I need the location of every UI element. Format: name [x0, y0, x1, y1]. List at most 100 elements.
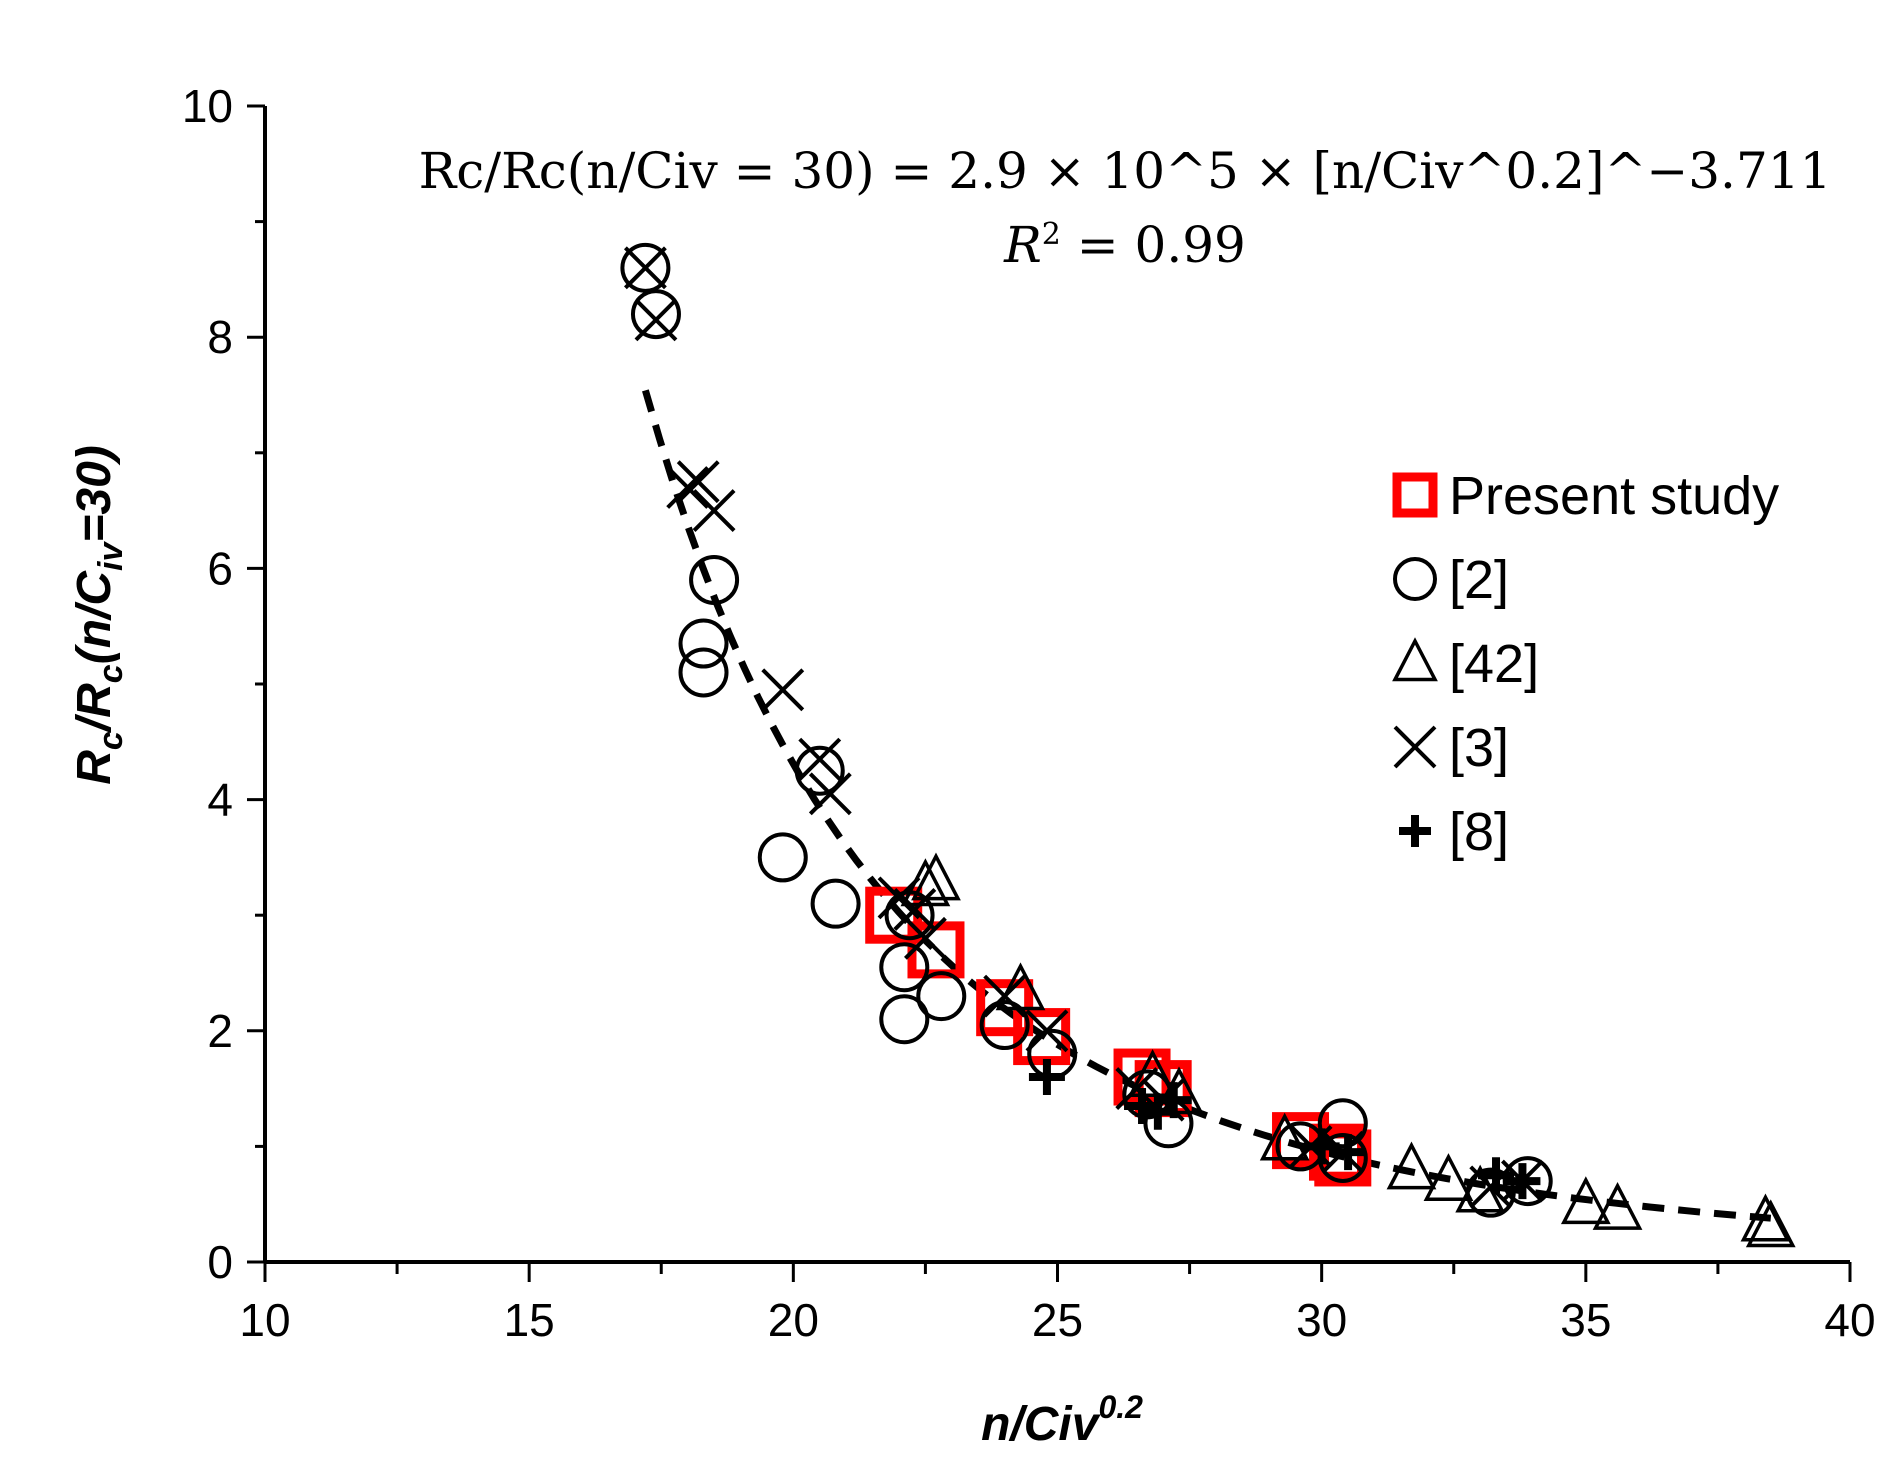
- x-tick-label: 35: [1560, 1294, 1611, 1346]
- data-point-x: [1115, 1067, 1159, 1111]
- data-point-x: [623, 246, 667, 290]
- data-point-circle-shape: [689, 554, 740, 605]
- legend-label: [3]: [1449, 718, 1509, 778]
- data-point-x-stroke: [634, 298, 678, 342]
- y-tick-label: 8: [207, 311, 233, 363]
- data-point-x: [676, 460, 720, 504]
- legend-marker-square: [1392, 472, 1438, 518]
- data-point-triangle-shape: [1423, 1153, 1474, 1201]
- y-tick-label: 4: [207, 774, 233, 826]
- data-point-x: [1025, 1009, 1069, 1053]
- x-axis-title-sup: 0.2: [1098, 1389, 1143, 1425]
- data-point-circle-shape: [794, 745, 845, 796]
- data-point-x: [666, 466, 710, 509]
- series-square: [865, 886, 1372, 1187]
- data-point-x-stroke: [877, 876, 921, 920]
- y-tick-label: 6: [207, 542, 233, 594]
- y-axis-title-part: /R: [68, 683, 121, 733]
- y-axis-title-sub: iv: [92, 541, 130, 571]
- data-point-x-stroke: [676, 460, 720, 504]
- data-point-circle: [810, 878, 861, 929]
- data-point-x-stroke: [808, 772, 852, 816]
- y-axis-title-part: R: [68, 750, 121, 785]
- data-point-triangle: [1740, 1193, 1791, 1242]
- legend-label: Present study: [1449, 466, 1779, 526]
- data-point-triangle: [1592, 1181, 1643, 1230]
- data-point-circle-shape: [879, 942, 930, 993]
- legend-marker-x: [1393, 725, 1437, 769]
- data-point-plus: [1155, 1082, 1192, 1119]
- legend-item: [2]: [1393, 550, 1509, 610]
- y-axis-title: Rc/Rc(n/Civ=30): [68, 445, 130, 785]
- data-point-triangle: [1154, 1066, 1204, 1115]
- data-point-circle-shape: [678, 647, 729, 698]
- legend-marker-circle: [1393, 557, 1437, 601]
- x-tick-label: 20: [768, 1294, 819, 1346]
- legend-item: Present study: [1392, 466, 1779, 526]
- data-point-x-stroke: [983, 974, 1027, 1018]
- y-axis-title-part: (n/C: [68, 570, 121, 665]
- data-point-triangle-shape: [1740, 1193, 1791, 1242]
- data-point-plus: [1504, 1163, 1541, 1200]
- data-point-x-stroke: [623, 246, 667, 290]
- legend-marker-plus: [1399, 815, 1431, 847]
- data-point-circle: [879, 942, 930, 993]
- data-point-x: [808, 772, 852, 816]
- data-point-x-stroke: [904, 916, 947, 960]
- data-point-circle-shape: [879, 994, 930, 1045]
- data-point-triangle: [1560, 1176, 1611, 1225]
- x-tick-label: 15: [504, 1294, 555, 1346]
- r-squared: R2 = 0.99: [1003, 216, 1246, 274]
- data-point-circle-shape: [810, 878, 861, 929]
- data-point-x-stroke: [798, 737, 842, 781]
- legend-label: [8]: [1449, 802, 1509, 862]
- data-point-triangle: [1386, 1141, 1437, 1190]
- data-point-plus: [1303, 1128, 1340, 1165]
- y-tick-label: 10: [182, 80, 233, 132]
- data-point-triangle: [995, 962, 1046, 1011]
- legend-item: [42]: [1392, 634, 1539, 694]
- data-point-triangle-shape: [1154, 1066, 1204, 1115]
- data-point-plus: [1028, 1059, 1065, 1096]
- points-layer: [620, 242, 1796, 1248]
- legend-label: [2]: [1449, 550, 1509, 610]
- data-point-circle-shape: [678, 618, 729, 669]
- data-point-x: [692, 489, 736, 533]
- data-point-x: [893, 888, 937, 931]
- data-point-x-stroke: [1115, 1067, 1159, 1111]
- data-point-triangle-shape: [1259, 1112, 1310, 1161]
- y-axis-title-sub: c: [92, 664, 130, 683]
- legend: Present study [2] [42] [3] [8]: [1392, 466, 1779, 862]
- data-point-triangle: [1423, 1153, 1474, 1201]
- data-point-triangle-shape: [911, 852, 961, 901]
- data-point-triangle-shape: [1386, 1141, 1437, 1190]
- data-point-circle: [916, 971, 967, 1022]
- data-point-triangle-shape: [1592, 1181, 1643, 1230]
- data-point-circle: [979, 1000, 1030, 1051]
- legend-label: [42]: [1449, 634, 1539, 694]
- data-point-triangle-shape: [995, 962, 1046, 1011]
- legend-item: [3]: [1393, 718, 1509, 778]
- x-tick-label: 30: [1296, 1294, 1347, 1346]
- legend-item: [8]: [1399, 802, 1509, 862]
- legend-marker-square-shape: [1392, 472, 1438, 518]
- y-tick-label: 2: [207, 1005, 233, 1057]
- data-point-circle: [678, 618, 729, 669]
- data-point-x-stroke: [692, 489, 736, 533]
- axes: 0 2 4 6 8 10 10 15 20 25 30 35 40: [182, 80, 1876, 1346]
- data-point-circle: [794, 745, 845, 796]
- data-point-circle: [620, 242, 671, 293]
- data-point-triangle: [1259, 1112, 1310, 1161]
- data-point-x: [761, 668, 805, 712]
- data-point-x-stroke: [666, 466, 710, 509]
- x-tick-label: 40: [1824, 1294, 1875, 1346]
- x-axis-title-base: n/Civ: [981, 1398, 1101, 1451]
- data-point-x: [634, 298, 678, 342]
- series-circle: [620, 242, 1553, 1218]
- data-point-circle: [689, 554, 740, 605]
- data-point-plus: [1330, 1134, 1367, 1171]
- data-point-triangle: [1127, 1049, 1178, 1097]
- r-squared-value: = 0.99: [1061, 216, 1246, 274]
